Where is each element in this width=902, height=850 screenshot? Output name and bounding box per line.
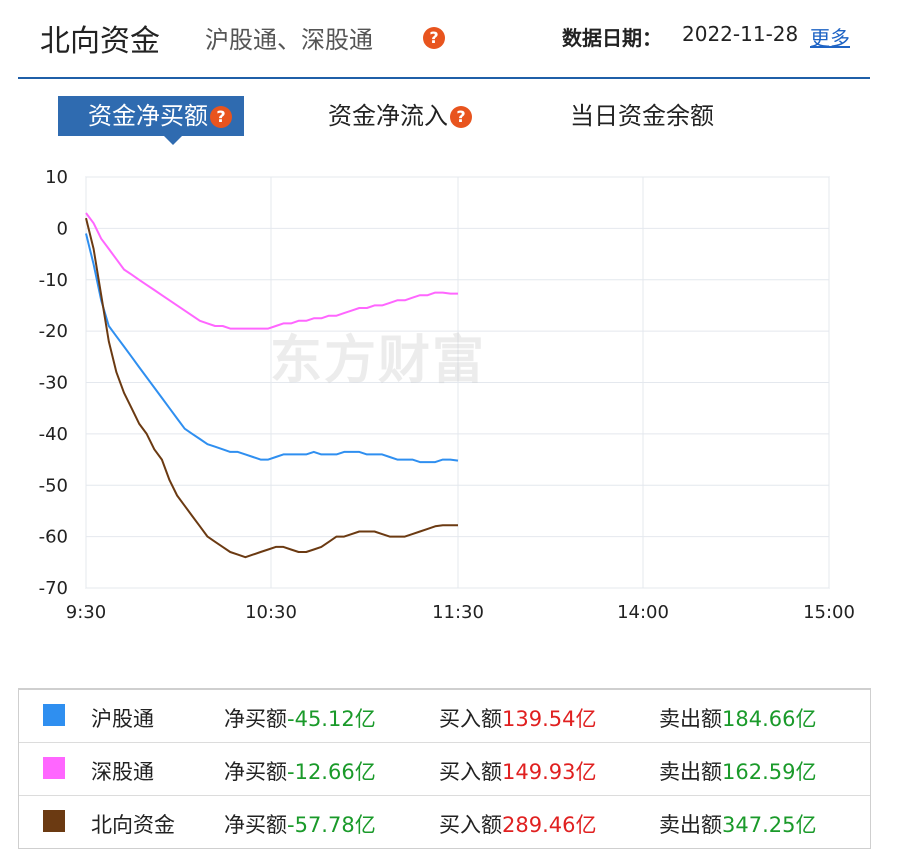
y-tick-label: 0 (57, 218, 68, 239)
series-name: 深股通 (91, 760, 154, 784)
tab-daily-balance[interactable]: 当日资金余额 (570, 96, 714, 136)
date-value: 2022-11-28 (682, 22, 799, 46)
date-label: 数据日期： (562, 26, 662, 50)
legend-row: 深股通 净买额-12.66亿 买入额149.93亿 卖出额162.59亿 (19, 743, 870, 796)
net-buy-value: 净买额-12.66亿 (224, 760, 376, 784)
color-swatch (43, 810, 65, 832)
series-name: 沪股通 (91, 707, 154, 731)
x-tick-label: 15:00 (803, 602, 855, 623)
buy-value: 买入额139.54亿 (439, 707, 597, 731)
line-chart: 10 0 -10 -20 -30 -40 -50 -60 -70 9:30 10:30 11:30 14… (0, 160, 902, 630)
x-tick-label: 9:30 (66, 602, 106, 623)
series-name: 北向资金 (91, 813, 175, 837)
tab-net-inflow[interactable]: 资金净流入? (328, 96, 472, 136)
y-tick-label: -40 (39, 424, 68, 445)
tab-label: 资金净买额 (88, 102, 208, 130)
y-tick-label: -30 (39, 373, 68, 394)
x-tick-label: 14:00 (617, 602, 669, 623)
chart-svg: 10 0 -10 -20 -30 -40 -50 -60 -70 9:30 10:30 11:30 14… (39, 167, 855, 623)
net-buy-value: 净买额-57.78亿 (224, 813, 376, 837)
page-header: 北向资金 沪股通、深股通 ? 数据日期： 2022-11-28 更多 (0, 0, 902, 79)
help-icon[interactable]: ? (210, 106, 232, 128)
tab-bar: 资金净买额? 资金净流入? 当日资金余额 (0, 96, 902, 146)
sell-value: 卖出额347.25亿 (659, 813, 817, 837)
sell-value: 卖出额184.66亿 (659, 707, 817, 731)
page-subtitle: 沪股通、深股通 (205, 26, 373, 54)
help-icon[interactable]: ? (423, 27, 445, 49)
more-link[interactable]: 更多 (810, 26, 850, 50)
legend-row: 北向资金 净买额-57.78亿 买入额289.46亿 卖出额347.25亿 (19, 796, 870, 848)
buy-value: 买入额149.93亿 (439, 760, 597, 784)
header-divider (18, 77, 870, 79)
watermark: 东方财富 (270, 331, 487, 391)
series-line (85, 233, 459, 464)
y-tick-label: -50 (39, 475, 68, 496)
color-swatch (43, 757, 65, 779)
y-tick-label: -20 (39, 321, 68, 342)
y-tick-label: -10 (39, 270, 68, 291)
tab-label: 资金净流入 (328, 102, 448, 130)
legend-row: 沪股通 净买额-45.12亿 买入额139.54亿 卖出额184.66亿 (19, 690, 870, 743)
y-tick-label: -70 (39, 578, 68, 599)
y-tick-label: -60 (39, 527, 68, 548)
legend-table: 沪股通 净买额-45.12亿 买入额139.54亿 卖出额184.66亿 深股通… (18, 688, 871, 849)
tab-label: 当日资金余额 (570, 102, 714, 130)
series-line (85, 217, 458, 559)
x-tick-label: 11:30 (432, 602, 484, 623)
help-icon[interactable]: ? (450, 106, 472, 128)
color-swatch (43, 704, 65, 726)
sell-value: 卖出额162.59亿 (659, 760, 817, 784)
y-tick-label: 10 (45, 167, 68, 188)
tab-net-buy[interactable]: 资金净买额? (58, 96, 244, 145)
x-tick-label: 10:30 (245, 602, 297, 623)
series-line (85, 212, 458, 330)
buy-value: 买入额289.46亿 (439, 813, 597, 837)
page-title: 北向资金 (40, 24, 160, 59)
net-buy-value: 净买额-45.12亿 (224, 707, 376, 731)
